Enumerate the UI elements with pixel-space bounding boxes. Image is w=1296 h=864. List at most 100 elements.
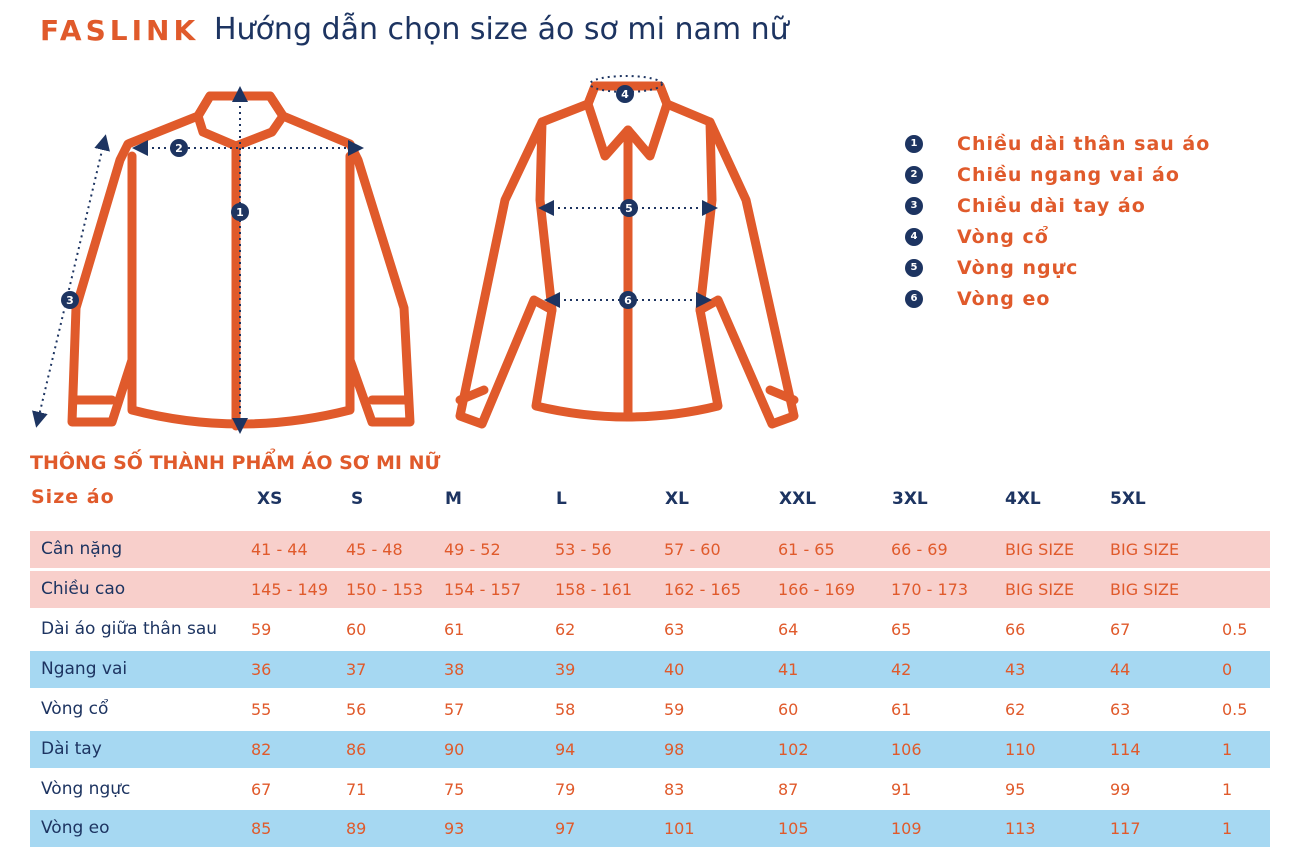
table-cell: 113 xyxy=(1005,819,1036,838)
table-cell: 109 xyxy=(891,819,922,838)
table-cell: 38 xyxy=(444,660,465,679)
legend-item: 5 Vòng ngực xyxy=(905,252,1210,283)
row-label: Chiều cao xyxy=(41,579,126,599)
table-cell: 58 xyxy=(555,700,576,719)
legend-label: Chiều ngang vai áo xyxy=(957,163,1180,186)
brand-logo: FASLINK xyxy=(40,14,200,47)
table-cell: 60 xyxy=(346,620,367,639)
table-cell: 66 xyxy=(1005,620,1026,639)
legend-label: Vòng ngực xyxy=(957,256,1079,279)
table-cell: 57 - 60 xyxy=(664,540,721,559)
size-header-cell: M xyxy=(445,489,462,509)
table-cell: 114 xyxy=(1110,740,1141,759)
table-cell: 41 - 44 xyxy=(251,540,308,559)
table-cell: 95 xyxy=(1005,780,1026,799)
number-badge-icon: 3 xyxy=(905,196,923,215)
table-cell: 43 xyxy=(1005,660,1026,679)
table-cell: 98 xyxy=(664,740,685,759)
table-cell: 40 xyxy=(664,660,685,679)
table-cell: 44 xyxy=(1110,660,1131,679)
table-row: Cân nặng 41 - 44 45 - 48 49 - 52 53 - 56… xyxy=(30,531,1270,568)
row-label: Ngang vai xyxy=(41,659,128,679)
table-cell: 42 xyxy=(891,660,912,679)
table-row: Vòng eo 85 89 93 97 101 105 109 113 117 … xyxy=(30,810,1270,847)
table-cell: BIG SIZE xyxy=(1110,540,1180,559)
table-cell: 63 xyxy=(664,620,685,639)
table-cell: 60 xyxy=(778,700,799,719)
size-header-cell: 4XL xyxy=(1005,489,1041,509)
table-cell: 56 xyxy=(346,700,367,719)
row-label: Vòng cổ xyxy=(41,699,109,719)
size-header-cell: XS xyxy=(257,489,283,509)
table-cell: 106 xyxy=(891,740,922,759)
shirt-front-figure xyxy=(455,81,799,429)
table-cell: 39 xyxy=(555,660,576,679)
table-cell: 66 - 69 xyxy=(891,540,948,559)
table-cell: 110 xyxy=(1005,740,1036,759)
row-label: Cân nặng xyxy=(41,539,123,559)
size-header-cell: S xyxy=(351,489,364,509)
table-cell: 1 xyxy=(1222,780,1233,799)
table-cell: 49 - 52 xyxy=(444,540,501,559)
legend-label: Vòng cổ xyxy=(957,225,1049,248)
table-cell: 86 xyxy=(346,740,367,759)
table-row: Vòng cổ 55 56 57 58 59 60 61 62 63 0.5 xyxy=(30,691,1270,728)
table-cell: 87 xyxy=(778,780,799,799)
table-row: Ngang vai 36 37 38 39 40 41 42 43 44 0 xyxy=(30,651,1270,688)
table-cell: 91 xyxy=(891,780,912,799)
table-cell: 59 xyxy=(664,700,685,719)
table-cell: 37 xyxy=(346,660,367,679)
table-cell: 1 xyxy=(1222,740,1233,759)
table-cell: 61 xyxy=(891,700,912,719)
table-cell: 41 xyxy=(778,660,799,679)
table-cell: 154 - 157 xyxy=(444,580,522,599)
table-cell: 75 xyxy=(444,780,465,799)
table-cell: 105 xyxy=(778,819,809,838)
table-row: Dài áo giữa thân sau 59 60 61 62 63 64 6… xyxy=(30,611,1270,648)
number-badge-icon: 2 xyxy=(905,165,923,184)
number-badge-icon: 4 xyxy=(905,227,923,246)
row-label: Dài tay xyxy=(41,739,102,759)
table-cell: 150 - 153 xyxy=(346,580,424,599)
measure-guides xyxy=(32,75,718,434)
table-cell: 45 - 48 xyxy=(346,540,403,559)
table-cell: 158 - 161 xyxy=(555,580,633,599)
number-badge-icon: 5 xyxy=(905,258,923,277)
table-cell: 162 - 165 xyxy=(664,580,742,599)
size-header-label: Size áo xyxy=(31,486,115,508)
size-header-cell: 3XL xyxy=(892,489,928,509)
table-cell: 102 xyxy=(778,740,809,759)
table-cell: BIG SIZE xyxy=(1005,580,1075,599)
table-cell: 79 xyxy=(555,780,576,799)
table-cell: 0 xyxy=(1222,660,1233,679)
svg-text:6: 6 xyxy=(624,294,632,307)
table-cell: 53 - 56 xyxy=(555,540,612,559)
legend-item: 1 Chiều dài thân sau áo xyxy=(905,128,1210,159)
measurement-legend: 1 Chiều dài thân sau áo 2 Chiều ngang vai … xyxy=(905,128,1210,314)
size-header-cell: XL xyxy=(665,489,689,509)
table-cell: 166 - 169 xyxy=(778,580,856,599)
table-cell: 1 xyxy=(1222,819,1233,838)
legend-item: 4 Vòng cổ xyxy=(905,221,1210,252)
table-cell: 97 xyxy=(555,819,576,838)
table-cell: 64 xyxy=(778,620,799,639)
legend-item: 2 Chiều ngang vai áo xyxy=(905,159,1210,190)
table-cell: 117 xyxy=(1110,819,1141,838)
table-cell: 67 xyxy=(1110,620,1131,639)
table-row: Vòng ngực 67 71 75 79 83 87 91 95 99 1 xyxy=(30,771,1270,808)
table-cell: 101 xyxy=(664,819,695,838)
table-cell: 65 xyxy=(891,620,912,639)
size-header-row: Size áo XS S M L XL XXL 3XL 4XL 5XL xyxy=(30,486,1270,512)
table-cell: 99 xyxy=(1110,780,1131,799)
number-badge-icon: 1 xyxy=(905,134,923,153)
legend-item: 6 Vòng eo xyxy=(905,283,1210,314)
table-cell: 67 xyxy=(251,780,272,799)
table-row: Chiều cao 145 - 149 150 - 153 154 - 157 … xyxy=(30,571,1270,608)
table-cell: 170 - 173 xyxy=(891,580,969,599)
size-header-cell: XXL xyxy=(779,489,817,509)
legend-label: Chiều dài thân sau áo xyxy=(957,132,1211,155)
size-header-cell: L xyxy=(556,489,567,509)
table-cell: 83 xyxy=(664,780,685,799)
table-cell: 59 xyxy=(251,620,272,639)
table-cell: 89 xyxy=(346,819,367,838)
